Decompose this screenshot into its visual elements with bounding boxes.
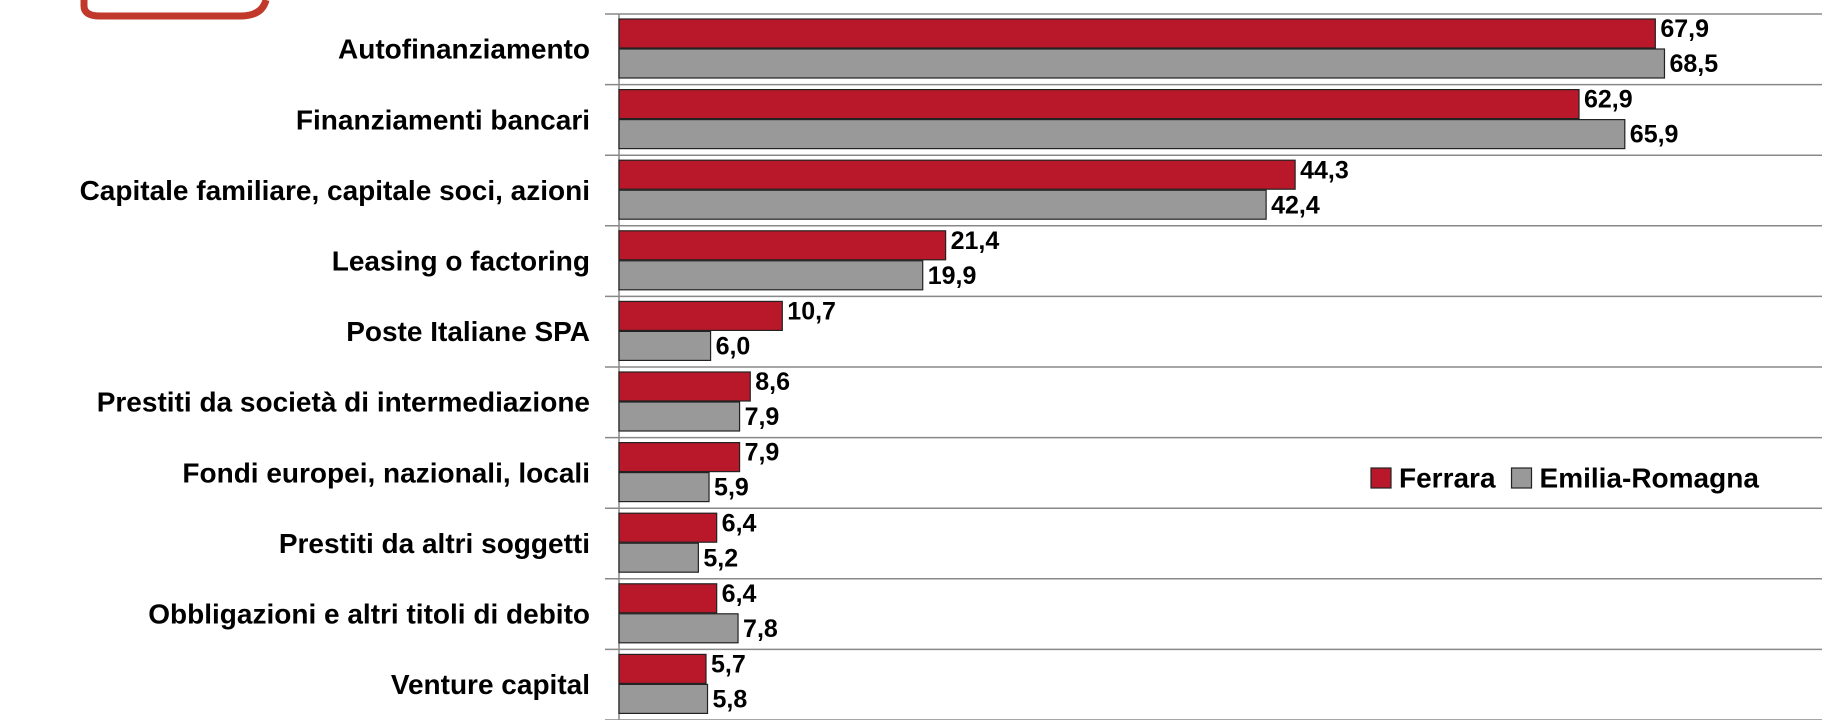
- value-label: 5,8: [713, 686, 748, 714]
- category-label: Finanziamenti bancari: [296, 104, 590, 135]
- category-label: Prestiti da società di intermediazione: [97, 387, 590, 418]
- value-label: 5,2: [703, 544, 738, 572]
- value-label: 10,7: [787, 298, 836, 326]
- bar: [618, 159, 1296, 190]
- bar: [618, 683, 709, 715]
- category-label: Capitale familiare, capitale soci, azion…: [80, 175, 590, 206]
- bar: [618, 230, 947, 261]
- value-label: 6,4: [722, 509, 757, 537]
- value-label: 21,4: [951, 227, 1000, 255]
- bar: [618, 653, 707, 685]
- logo-fragment: [80, 0, 270, 20]
- category-label: Venture capital: [391, 669, 590, 700]
- category-label: Poste Italiane SPA: [346, 316, 590, 347]
- bar: [618, 613, 739, 644]
- bar: [618, 48, 1666, 79]
- bar: [618, 260, 924, 291]
- value-label: 8,6: [755, 368, 790, 396]
- bar: [618, 300, 783, 331]
- value-label: 5,7: [711, 651, 746, 679]
- value-label: 19,9: [928, 262, 977, 290]
- bar: [618, 512, 718, 543]
- value-label: 6,4: [722, 580, 757, 608]
- bar: [618, 442, 741, 473]
- value-label: 67,9: [1660, 15, 1709, 43]
- category-label: Obbligazioni e altri titoli di debito: [148, 598, 590, 629]
- value-label: 68,5: [1669, 50, 1718, 78]
- value-label: 7,9: [745, 403, 780, 431]
- legend-swatch: [1510, 467, 1533, 489]
- category-label: Leasing o factoring: [332, 245, 590, 276]
- bar: [618, 542, 699, 573]
- bar: [618, 189, 1267, 220]
- value-label: 6,0: [716, 333, 751, 361]
- bar: [618, 118, 1626, 150]
- legend-swatch: [1370, 467, 1392, 489]
- value-label: 5,9: [714, 474, 749, 502]
- bar: [618, 330, 712, 361]
- bar: [618, 583, 718, 614]
- value-label: 7,9: [745, 439, 780, 467]
- bar: [618, 371, 751, 402]
- value-label: 7,8: [743, 615, 778, 643]
- value-label: 42,4: [1271, 191, 1320, 219]
- bar: [618, 18, 1656, 49]
- value-label: 62,9: [1584, 86, 1633, 114]
- category-label: Autofinanziamento: [338, 34, 590, 65]
- legend-label: Ferrara: [1399, 462, 1496, 493]
- category-label: Prestiti da altri soggetti: [279, 528, 590, 559]
- legend-label: Emilia-Romagna: [1540, 462, 1760, 493]
- category-label: Fondi europei, nazionali, locali: [182, 457, 590, 488]
- value-label: 65,9: [1630, 121, 1679, 149]
- bar: [618, 401, 741, 432]
- bar: [618, 88, 1580, 120]
- value-label: 44,3: [1300, 156, 1349, 184]
- bar: [618, 472, 710, 503]
